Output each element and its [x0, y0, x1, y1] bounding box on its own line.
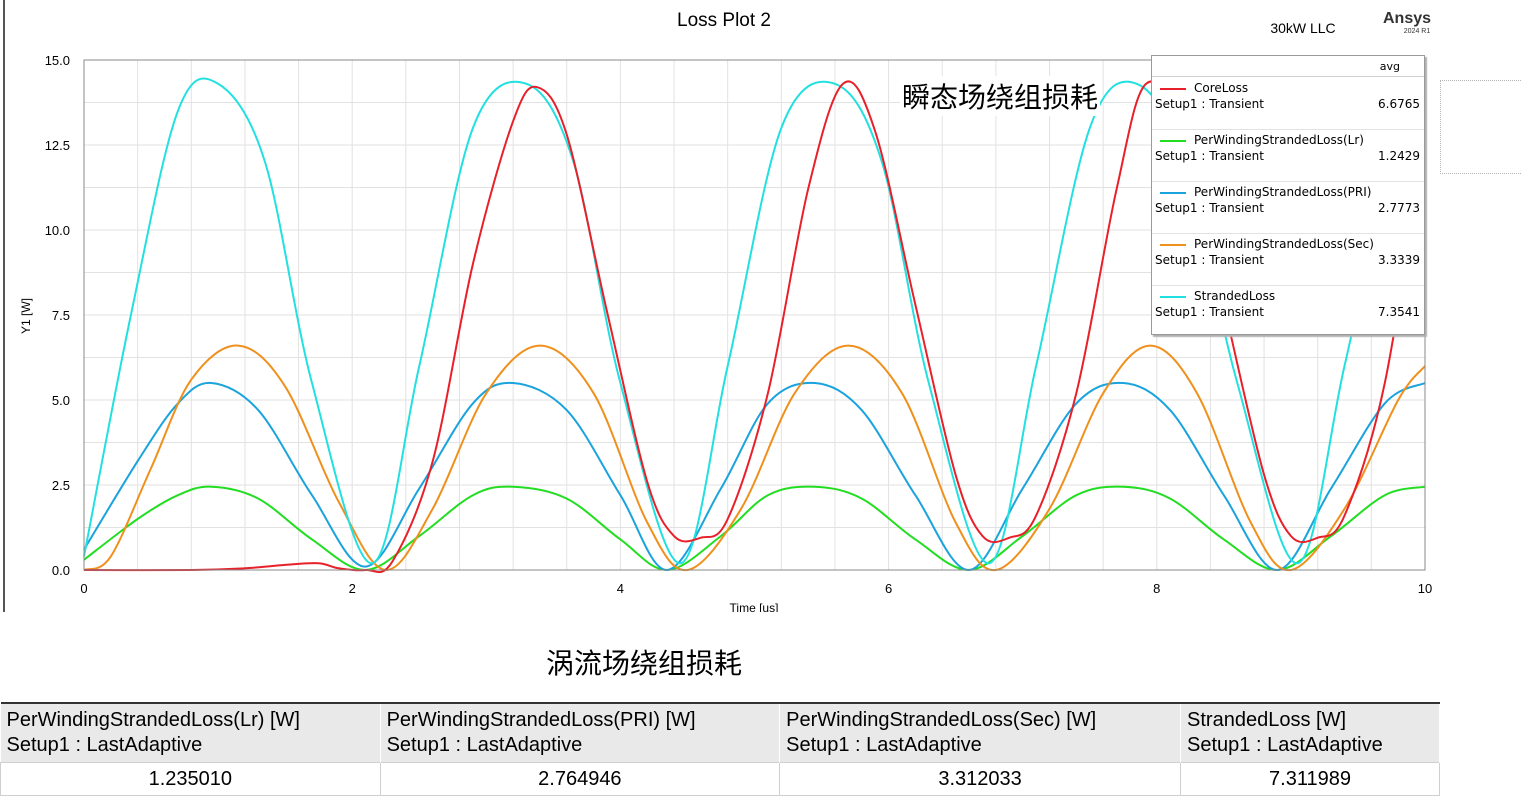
legend-series-name: CoreLoss: [1194, 81, 1249, 95]
x-axis-label: Time [us]: [730, 601, 779, 612]
series-line-perwindingstrandedloss-pri[interactable]: [83, 381, 1426, 572]
legend-series-name: PerWindingStrandedLoss(PRI): [1194, 185, 1372, 199]
column-header[interactable]: PerWindingStrandedLoss(Sec) [W] Setup1 : …: [779, 702, 1182, 763]
y-tick-label: 0.0: [52, 563, 70, 578]
table-cell[interactable]: 7.311989: [1180, 762, 1440, 796]
plot-area-border: [83, 59, 1426, 571]
legend-swatch: [1160, 88, 1186, 90]
y-tick-label: 15.0: [45, 53, 70, 68]
legend[interactable]: avg CoreLoss Setup1 : Transient 6.6765 P…: [1151, 55, 1425, 335]
legend-entry-stranded[interactable]: StrandedLoss Setup1 : Transient 7.3541: [1152, 285, 1424, 337]
legend-series-name: StrandedLoss: [1194, 289, 1276, 303]
legend-series-avg: 6.6765: [1378, 97, 1420, 111]
plot-title: Loss Plot 2: [677, 10, 771, 31]
legend-series-name: PerWindingStrandedLoss(Lr): [1194, 133, 1364, 147]
column-header-name: StrandedLoss [W]: [1187, 709, 1346, 731]
tick-layer: 0 2 4 6 8 10 0.0 2.5 5.0 7.5 10.0 12.5 15.0: [45, 53, 1433, 596]
column-header-setup: Setup1 : LastAdaptive: [6, 734, 203, 756]
legend-series-avg: 2.7773: [1378, 201, 1420, 215]
column-header-setup: Setup1 : LastAdaptive: [386, 734, 583, 756]
y-tick-label: 10.0: [45, 223, 70, 238]
column-header-name: PerWindingStrandedLoss(PRI) [W]: [386, 709, 696, 731]
legend-series-avg: 3.3339: [1378, 253, 1420, 267]
column-header-setup: Setup1 : LastAdaptive: [786, 734, 982, 756]
legend-series-setup: Setup1 : Transient: [1155, 305, 1264, 319]
column-header-name: PerWindingStrandedLoss(Sec) [W]: [786, 709, 1097, 731]
legend-series-setup: Setup1 : Transient: [1155, 201, 1264, 215]
y-tick-label: 7.5: [52, 308, 70, 323]
transient-winding-loss-label: 瞬态场绕组损耗: [900, 76, 1101, 116]
legend-series-setup: Setup1 : Transient: [1155, 253, 1264, 267]
legend-swatch: [1160, 192, 1186, 194]
series-line-perwindingstrandedloss-lr[interactable]: [83, 485, 1426, 572]
column-header[interactable]: StrandedLoss [W] Setup1 : LastAdaptive: [1180, 702, 1440, 763]
legend-avg-header: avg: [1379, 60, 1400, 73]
table-cell[interactable]: 1.235010: [0, 762, 381, 796]
column-header[interactable]: PerWindingStrandedLoss(Lr) [W] Setup1 : L…: [0, 702, 381, 763]
table-header-row: PerWindingStrandedLoss(Lr) [W] Setup1 : L…: [0, 702, 1440, 763]
eddy-current-winding-loss-label: 涡流场绕组损耗: [546, 647, 743, 680]
legend-swatch: [1160, 296, 1186, 298]
table-cell[interactable]: 3.312033: [779, 762, 1182, 796]
ansys-version: 2024 R1: [1404, 28, 1431, 35]
x-tick-label: 10: [1418, 581, 1432, 596]
x-tick-label: 8: [1153, 581, 1160, 596]
ansys-logo: Ansys: [1383, 10, 1431, 27]
legend-series-setup: Setup1 : Transient: [1155, 97, 1264, 111]
table-row: 1.235010 2.764946 3.312033 7.311989: [0, 762, 1440, 796]
series-line-perwindingstrandedloss-sec[interactable]: [83, 344, 1426, 572]
loss-plot: Loss Plot 2 30kW LLC Ansys 2024 R1 0 2 4 6 8…: [3, 0, 1521, 612]
x-tick-label: 4: [617, 581, 624, 596]
column-header[interactable]: PerWindingStrandedLoss(PRI) [W] Setup1 : …: [380, 702, 781, 763]
y-tick-label: 12.5: [45, 138, 70, 153]
legend-entry-pri[interactable]: PerWindingStrandedLoss(PRI) Setup1 : Tra…: [1152, 181, 1424, 234]
legend-series-name: PerWindingStrandedLoss(Sec): [1194, 237, 1374, 251]
x-tick-label: 0: [80, 581, 87, 596]
design-name: 30kW LLC: [1270, 20, 1335, 36]
legend-entry-coreloss[interactable]: CoreLoss Setup1 : Transient 6.6765: [1152, 77, 1424, 130]
legend-series-avg: 7.3541: [1378, 305, 1420, 319]
x-tick-label: 2: [349, 581, 356, 596]
selection-outline: [1440, 80, 1521, 174]
legend-series-setup: Setup1 : Transient: [1155, 149, 1264, 163]
column-header-setup: Setup1 : LastAdaptive: [1187, 734, 1383, 756]
eddy-results-table: PerWindingStrandedLoss(Lr) [W] Setup1 : L…: [0, 702, 1440, 796]
y-tick-label: 2.5: [52, 478, 70, 493]
y-axis-label: Y1 [W]: [19, 298, 33, 334]
legend-entry-lr[interactable]: PerWindingStrandedLoss(Lr) Setup1 : Tran…: [1152, 129, 1424, 182]
legend-entry-sec[interactable]: PerWindingStrandedLoss(Sec) Setup1 : Tra…: [1152, 233, 1424, 286]
column-header-name: PerWindingStrandedLoss(Lr) [W]: [6, 709, 300, 731]
table-cell[interactable]: 2.764946: [379, 762, 781, 796]
legend-header: avg: [1152, 56, 1424, 77]
y-tick-label: 5.0: [52, 393, 70, 408]
x-tick-label: 6: [885, 581, 892, 596]
legend-swatch: [1160, 244, 1186, 246]
legend-swatch: [1160, 140, 1186, 142]
legend-series-avg: 1.2429: [1378, 149, 1420, 163]
